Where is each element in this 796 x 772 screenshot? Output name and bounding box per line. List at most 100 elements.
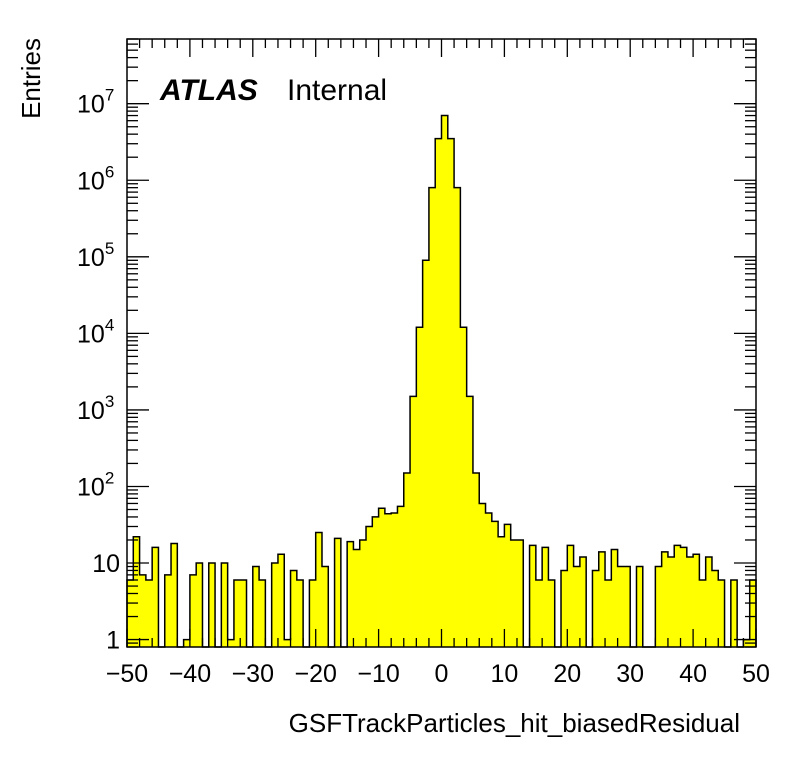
y-tick-label: 102 [77, 468, 114, 501]
histogram-bin [579, 556, 587, 647]
histogram-bin [598, 551, 606, 647]
y-tick-label-exponent: 5 [105, 239, 114, 258]
histogram-bin [510, 539, 518, 647]
y-tick-label-exponent: 4 [105, 315, 114, 334]
x-tick-label: −40 [169, 660, 211, 688]
histogram-bin [705, 556, 713, 647]
histogram-bin [472, 472, 480, 647]
histogram-bin [422, 260, 430, 647]
histogram-bin [271, 563, 279, 647]
x-tick-label: −20 [294, 660, 336, 688]
histogram-bin [384, 513, 392, 647]
y-tick-label-exponent: 6 [105, 162, 114, 181]
histogram-bin [334, 538, 342, 647]
histogram-bars [127, 115, 757, 648]
x-tick-label: 0 [435, 660, 449, 688]
histogram-bin [366, 526, 373, 647]
histogram-bin [441, 115, 449, 648]
y-tick-label-exponent: 2 [105, 468, 114, 487]
y-tick-label: 104 [77, 315, 114, 348]
histogram-bin [504, 524, 511, 647]
x-axis-ticks [126, 39, 757, 647]
histogram-bin [680, 547, 688, 647]
histogram-bin [233, 580, 241, 647]
y-tick-label: 10 [92, 550, 120, 578]
histogram-bin [189, 574, 197, 647]
histogram-bin [353, 549, 361, 647]
y-tick-label-base: 10 [77, 167, 105, 195]
histogram-bin [240, 580, 247, 647]
histogram-bin [321, 566, 329, 647]
histogram-bin [410, 396, 417, 647]
histogram-bin [730, 580, 738, 647]
atlas-label: ATLAS [159, 74, 258, 107]
y-tick-label-base: 10 [77, 473, 105, 501]
histogram-bin [259, 580, 266, 647]
histogram-bin [309, 580, 316, 647]
histogram-bin [296, 580, 304, 647]
y-tick-label-base: 10 [77, 91, 105, 119]
histogram-bin [183, 639, 191, 647]
histogram-bin [605, 580, 612, 647]
histogram-bin [196, 563, 203, 647]
histogram-bin [535, 580, 543, 647]
x-tick-label: 30 [616, 660, 644, 688]
histogram-bin [454, 187, 461, 647]
histogram-bin [561, 570, 568, 647]
histogram-bin [359, 539, 367, 647]
histogram-bin [611, 549, 618, 647]
y-tick-label-exponent: 7 [105, 86, 114, 105]
histogram-bin [315, 532, 323, 647]
y-tick-label: 106 [77, 162, 114, 195]
y-tick-label-base: 10 [77, 397, 105, 425]
histogram-bin [252, 566, 260, 647]
y-tick-label-base: 10 [77, 320, 105, 348]
histogram-bin [164, 574, 172, 647]
histogram-outline [126, 114, 757, 648]
histogram-bin [718, 580, 725, 647]
histogram-bin [391, 513, 398, 647]
histogram-bin [284, 639, 291, 647]
histogram-bin [290, 570, 298, 647]
histogram-bin [542, 547, 549, 647]
histogram-bin [403, 472, 411, 647]
histogram-bin [139, 574, 147, 647]
histogram-bin [617, 566, 625, 647]
histogram-bin [479, 503, 486, 647]
histogram-bin [498, 536, 505, 647]
histogram-bin [661, 551, 669, 647]
histogram-bin [693, 554, 700, 647]
x-tick-label: −30 [232, 660, 274, 688]
histogram-bin [347, 541, 354, 647]
histogram-bin [466, 396, 474, 647]
histogram-bin [749, 580, 757, 647]
y-axis-ticks [127, 38, 756, 648]
histogram-bin [277, 554, 285, 647]
histogram-bin [133, 536, 140, 647]
y-tick-label: 105 [77, 239, 114, 272]
histogram-bin [227, 639, 235, 647]
histogram-bin [127, 580, 134, 647]
histogram-bin [573, 566, 581, 647]
internal-label: Internal [287, 74, 387, 107]
histogram-bin [221, 563, 228, 647]
histogram-bin [655, 566, 662, 647]
histogram-bin [699, 580, 706, 647]
histogram-bin [435, 138, 442, 647]
histogram-bin [208, 563, 216, 647]
histogram-bin [548, 580, 556, 647]
histogram-bin [674, 545, 681, 647]
x-tick-label: 50 [742, 660, 770, 688]
histogram-bin [567, 545, 574, 647]
histogram-bin [686, 556, 694, 647]
y-tick-label-exponent: 3 [105, 392, 114, 411]
histogram-bin [592, 570, 600, 647]
histogram-bin [623, 566, 631, 647]
histogram-bin [529, 545, 537, 647]
histogram-bin [485, 513, 493, 647]
y-tick-label: 103 [77, 392, 114, 425]
histogram-bin [711, 570, 719, 647]
x-axis-tick-labels: −50 −40 −30 −20 −10 0 10 20 30 40 50 [106, 660, 770, 688]
